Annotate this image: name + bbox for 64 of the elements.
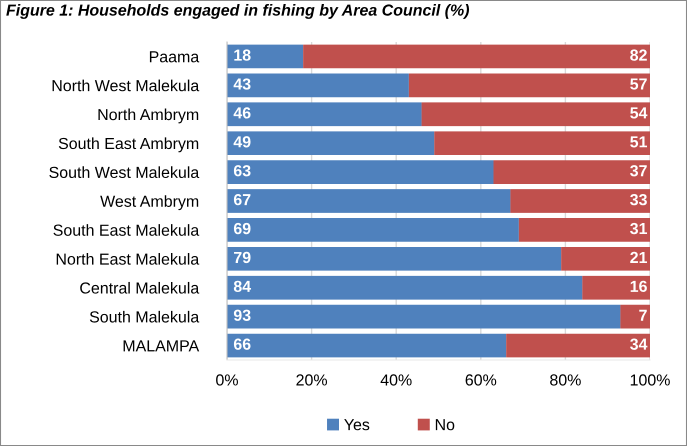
y-tick-label: North East Malekula [56, 253, 200, 265]
data-label: 21 [630, 252, 648, 263]
data-label: 31 [630, 222, 648, 234]
data-label: 57 [630, 78, 647, 90]
y-tick-label: North Ambrym [98, 108, 198, 124]
bar [227, 218, 519, 242]
bar [506, 334, 650, 358]
x-tick-label: 0% [216, 374, 238, 386]
y-tick-label: South East Malekula [53, 224, 200, 236]
x-tick-label: 80% [550, 374, 581, 386]
data-label: 93 [234, 310, 251, 321]
bar [518, 218, 650, 242]
data-label: 34 [630, 338, 648, 350]
data-label: 43 [234, 78, 251, 90]
x-tick-label: 20% [296, 374, 328, 386]
bar [227, 304, 620, 328]
bar [227, 276, 582, 300]
bar [227, 246, 562, 271]
bar [434, 131, 650, 156]
x-tick-label: 60% [466, 374, 496, 386]
bar [620, 304, 650, 328]
data-label: 82 [630, 49, 647, 61]
bar [227, 74, 409, 98]
data-label: 67 [234, 194, 250, 206]
bar [227, 44, 304, 68]
data-label: 66 [234, 338, 251, 350]
bar [227, 131, 434, 156]
y-tick-label: South East Ambrym [58, 137, 198, 152]
data-label: 84 [234, 280, 252, 292]
y-tick-label: Paama [150, 51, 200, 62]
bar [510, 189, 650, 213]
bar [303, 44, 650, 68]
data-label: 51 [630, 136, 648, 148]
y-tick-label: West Ambrym [100, 195, 198, 210]
bar [422, 102, 650, 126]
bar [408, 74, 650, 98]
y-tick-label: MALAMPA [124, 340, 200, 352]
legend-label: No [436, 419, 454, 430]
data-label: 33 [630, 194, 647, 206]
y-tick-label: South West Malekula [49, 166, 200, 178]
bar [227, 334, 506, 358]
data-label: 79 [234, 252, 251, 264]
bar [227, 189, 510, 213]
data-label: 37 [630, 165, 647, 176]
legend-label: Yes [344, 419, 370, 430]
bar [493, 160, 650, 184]
data-label: 18 [234, 49, 251, 61]
bar [561, 246, 650, 271]
data-label: 49 [234, 136, 251, 148]
data-label: 63 [234, 165, 251, 176]
data-label: 7 [639, 310, 647, 321]
data-label: 69 [234, 222, 251, 234]
data-label: 16 [630, 280, 647, 292]
x-tick-label: 40% [380, 374, 412, 386]
chart-title: Figure 1: Households engaged in fishing by Area Council (%) [6, 4, 470, 19]
y-tick-label: Central Malekula [80, 282, 200, 294]
data-label: 54 [630, 107, 648, 119]
bar [227, 102, 422, 126]
y-tick-label: South Malekula [90, 310, 200, 323]
bar [227, 160, 494, 184]
data-label: 46 [234, 107, 251, 119]
x-tick-label: 100% [630, 374, 670, 386]
bar [582, 276, 650, 300]
y-tick-label: North West Malekula [52, 80, 200, 92]
